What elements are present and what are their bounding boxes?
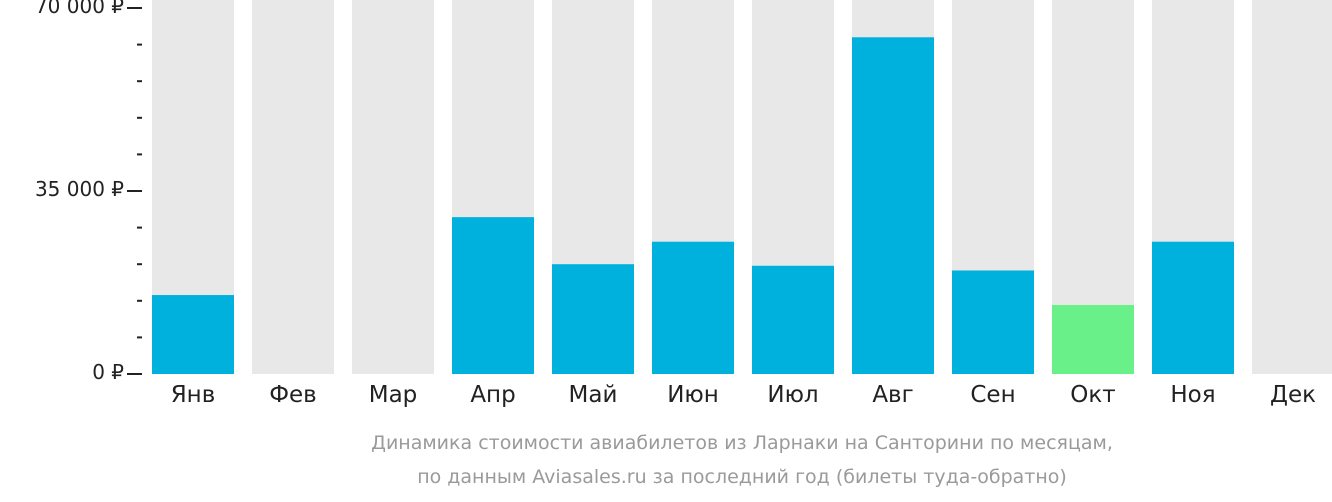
x-tick-label: Дек (1269, 382, 1316, 408)
x-tick-label: Июл (767, 382, 819, 408)
bar-9 (952, 270, 1034, 374)
bar-11 (1152, 241, 1234, 374)
bar-10 (1052, 304, 1134, 374)
x-tick-label: Авг (872, 382, 914, 408)
x-tick-label: Янв (170, 382, 216, 408)
y-tick-label: 35 000 ₽ (34, 177, 124, 201)
bar-8 (852, 37, 934, 374)
bar-7 (752, 265, 834, 374)
x-tick-label: Окт (1070, 382, 1116, 408)
price-bar-chart (127, 0, 1332, 375)
bar-background (352, 0, 434, 374)
bar-background (1252, 0, 1332, 374)
y-tick-label: 0 ₽ (92, 360, 124, 384)
x-tick-label: Май (568, 382, 618, 408)
x-tick-label: Фев (269, 382, 317, 408)
bar-6 (652, 241, 734, 374)
x-tick-label: Ноя (1170, 382, 1216, 408)
x-tick-label: Сен (970, 382, 1016, 408)
chart-caption-line2: по данным Aviasales.ru за последний год … (417, 466, 1067, 488)
bar-4 (452, 217, 534, 374)
bar-5 (552, 264, 634, 374)
chart-caption-line1: Динамика стоимости авиабилетов из Ларнак… (371, 432, 1113, 454)
bar-background (252, 0, 334, 374)
x-tick-label: Мар (368, 382, 418, 408)
bar-1 (152, 295, 234, 374)
y-tick-label: 70 000 ₽ (34, 0, 124, 18)
x-tick-label: Апр (470, 382, 516, 408)
x-tick-label: Июн (667, 382, 719, 408)
